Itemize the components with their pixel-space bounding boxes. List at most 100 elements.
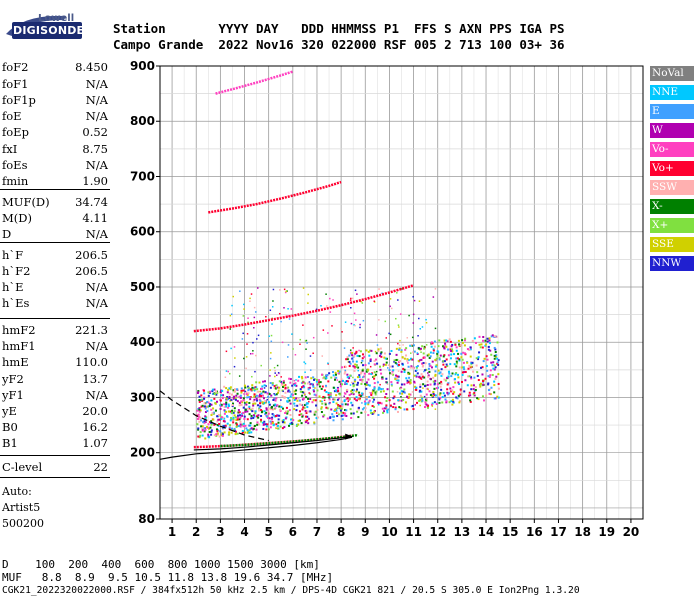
- echo-point: [420, 378, 423, 380]
- echo-point: [343, 395, 345, 398]
- echo-point: [225, 410, 228, 413]
- echo-point: [355, 399, 357, 402]
- echo-point: [247, 430, 250, 433]
- echo-point: [240, 389, 243, 392]
- echo-point: [351, 404, 354, 407]
- echo-point: [245, 391, 248, 394]
- echo-point: [422, 387, 424, 389]
- echo-point: [337, 369, 340, 372]
- legend-item: NoVal: [650, 66, 694, 81]
- echo-point: [360, 372, 363, 375]
- echo-point: [271, 323, 273, 325]
- param-name: fmin: [2, 174, 29, 188]
- echo-point: [340, 380, 343, 383]
- echo-point: [394, 408, 397, 411]
- echo-point: [239, 423, 242, 426]
- echo-point: [360, 382, 363, 385]
- echo-point: [451, 343, 454, 346]
- echo-point: [294, 354, 297, 356]
- echo-point: [484, 344, 487, 347]
- echo-point: [416, 365, 419, 368]
- echo-point: [223, 431, 226, 434]
- echo-point: [220, 433, 223, 436]
- echo-point: [397, 324, 400, 326]
- echo-point: [249, 353, 252, 355]
- echo-point: [360, 378, 363, 381]
- echo-point: [248, 407, 251, 410]
- echo-point: [258, 381, 261, 384]
- echo-point: [424, 362, 427, 365]
- echo-point: [236, 418, 239, 421]
- echo-point: [257, 416, 260, 419]
- echo-point: [385, 361, 388, 364]
- echo-point: [497, 382, 500, 385]
- param-name: B1: [2, 436, 18, 450]
- echo-point: [285, 406, 288, 409]
- echo-point: [236, 392, 239, 395]
- echo-point: [270, 334, 273, 337]
- param-name: h`E: [2, 280, 24, 294]
- echo-point: [384, 357, 387, 360]
- echo-point: [376, 344, 379, 346]
- echo-point: [268, 417, 271, 420]
- echo-point: [307, 388, 310, 391]
- echo-point: [267, 412, 270, 415]
- param-value: N/A: [85, 109, 108, 123]
- echo-point: [459, 343, 462, 346]
- echo-point: [395, 353, 398, 356]
- echo-point: [373, 382, 376, 385]
- echo-point: [409, 378, 412, 381]
- echo-point: [252, 427, 255, 430]
- echo-point: [248, 405, 251, 408]
- echo-point: [269, 357, 272, 360]
- echo-point: [317, 382, 320, 385]
- echo-point: [240, 423, 243, 426]
- echo-point: [403, 408, 406, 411]
- echo-point: [367, 401, 370, 404]
- echo-point: [206, 400, 209, 403]
- echo-point: [411, 391, 414, 393]
- echo-point: [407, 365, 410, 368]
- logo-digisonde-text: DIGISONDE: [13, 24, 85, 37]
- echo-point: [373, 377, 376, 380]
- echo-point: [492, 361, 495, 364]
- echo-point: [399, 339, 401, 342]
- echo-point: [404, 401, 407, 404]
- echo-point: [436, 354, 439, 357]
- echo-point: [385, 357, 388, 360]
- param-row: yF2 13.7: [2, 372, 108, 388]
- echo-point: [329, 401, 331, 404]
- echo-point: [338, 404, 341, 407]
- echo-point: [397, 379, 400, 382]
- echo-point: [264, 401, 267, 404]
- echo-point: [491, 334, 494, 337]
- echo-point: [446, 376, 449, 379]
- echo-point: [458, 358, 461, 361]
- echo-point: [350, 416, 353, 419]
- echo-point: [405, 354, 408, 357]
- echo-point: [355, 360, 358, 363]
- echo-point: [232, 416, 235, 419]
- echo-point: [340, 378, 343, 381]
- echo-point: [231, 409, 234, 412]
- echo-point: [447, 382, 450, 385]
- echo-point: [383, 356, 386, 359]
- echo-point: [303, 406, 306, 409]
- echo-point: [353, 312, 356, 315]
- echo-point: [289, 378, 292, 381]
- param-row: h`Es N/A: [2, 296, 108, 312]
- echo-point: [255, 381, 258, 384]
- y-tick-label: 700: [130, 169, 155, 183]
- echo-point: [475, 357, 478, 360]
- echo-point: [364, 411, 367, 414]
- echo-point: [412, 313, 415, 316]
- echo-point: [407, 359, 410, 362]
- echo-point: [479, 385, 482, 388]
- echo-point: [210, 413, 213, 416]
- echo-point: [495, 354, 498, 357]
- param-name: foE: [2, 109, 22, 123]
- echo-point: [425, 398, 428, 400]
- echo-point: [354, 352, 357, 355]
- echo-point: [435, 357, 438, 360]
- echo-point: [312, 386, 315, 388]
